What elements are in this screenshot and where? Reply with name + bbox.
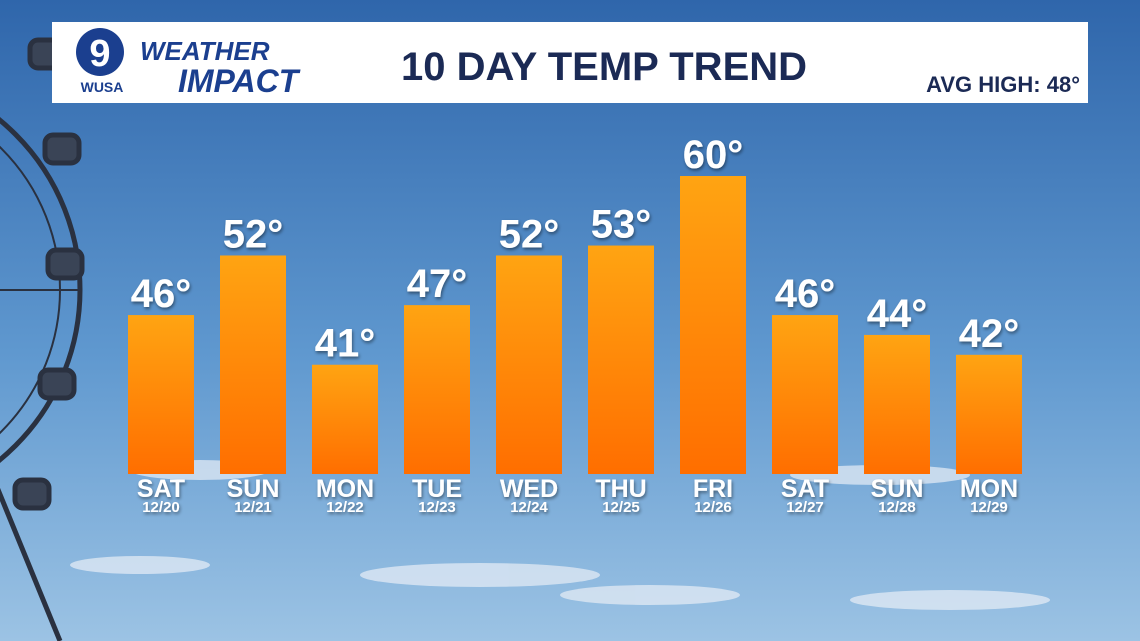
date-label: 12/27 xyxy=(786,499,824,516)
avg-high: AVG HIGH: 48° xyxy=(926,72,1080,97)
value-label: 42° xyxy=(959,312,1020,356)
chart-title: 10 DAY TEMP TREND xyxy=(401,45,807,89)
bar xyxy=(312,364,378,474)
date-label: 12/20 xyxy=(142,499,180,516)
bar xyxy=(772,315,838,474)
bar xyxy=(864,334,930,474)
day-label: SUN xyxy=(227,475,280,503)
day-label: SAT xyxy=(781,475,829,503)
date-label: 12/24 xyxy=(510,499,548,516)
bar xyxy=(496,255,562,474)
value-label: 52° xyxy=(223,212,284,256)
value-label: 47° xyxy=(407,262,468,306)
value-label: 46° xyxy=(131,272,192,316)
day-label: MON xyxy=(316,475,374,503)
value-label: 53° xyxy=(591,203,652,247)
value-label: 46° xyxy=(775,272,836,316)
bar xyxy=(588,245,654,474)
date-label: 12/29 xyxy=(970,499,1008,516)
logo-line1: WEATHER xyxy=(140,36,270,66)
logo-station: WUSA xyxy=(81,79,124,95)
value-label: 52° xyxy=(499,212,560,256)
day-label: SUN xyxy=(871,475,924,503)
date-label: 12/25 xyxy=(602,499,640,516)
bar xyxy=(680,176,746,474)
day-label: THU xyxy=(595,475,646,503)
day-label: SAT xyxy=(137,475,185,503)
date-label: 12/28 xyxy=(878,499,916,516)
header-bar xyxy=(52,22,1088,103)
bar xyxy=(220,255,286,474)
bar xyxy=(404,305,470,474)
value-label: 41° xyxy=(315,322,376,366)
date-label: 12/26 xyxy=(694,499,732,516)
day-label: MON xyxy=(960,475,1018,503)
logo-circle xyxy=(76,28,124,76)
date-label: 12/21 xyxy=(234,499,272,516)
date-label: 12/22 xyxy=(326,499,364,516)
day-label: WED xyxy=(500,475,558,503)
day-label: FRI xyxy=(693,475,733,503)
value-label: 44° xyxy=(867,292,928,336)
day-label: TUE xyxy=(412,475,462,503)
value-label: 60° xyxy=(683,133,744,177)
logo-channel: 9 xyxy=(89,33,110,75)
bar xyxy=(128,315,194,474)
date-label: 12/23 xyxy=(418,499,456,516)
plot: 46°SAT12/2052°SUN12/2141°MON12/2247°TUE1… xyxy=(128,133,1022,516)
logo-line2: IMPACT xyxy=(178,63,301,99)
bar xyxy=(956,354,1022,474)
